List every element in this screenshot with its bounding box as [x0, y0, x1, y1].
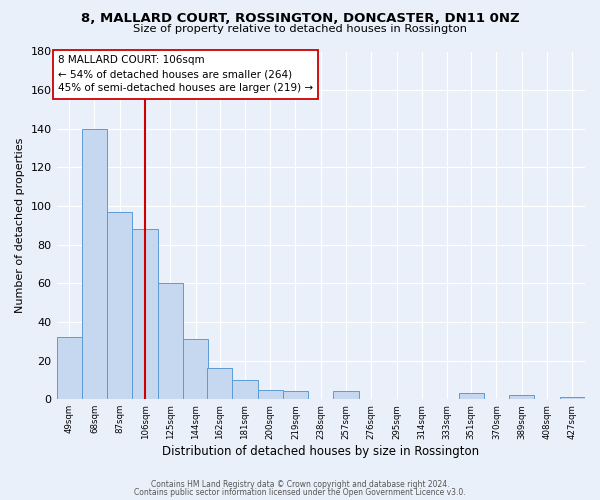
Text: 8, MALLARD COURT, ROSSINGTON, DONCASTER, DN11 0NZ: 8, MALLARD COURT, ROSSINGTON, DONCASTER,…: [80, 12, 520, 26]
Text: 8 MALLARD COURT: 106sqm
← 54% of detached houses are smaller (264)
45% of semi-d: 8 MALLARD COURT: 106sqm ← 54% of detache…: [58, 56, 313, 94]
Text: Contains public sector information licensed under the Open Government Licence v3: Contains public sector information licen…: [134, 488, 466, 497]
Text: Contains HM Land Registry data © Crown copyright and database right 2024.: Contains HM Land Registry data © Crown c…: [151, 480, 449, 489]
Bar: [257, 390, 283, 399]
Bar: [82, 129, 107, 399]
Bar: [158, 284, 183, 399]
Bar: [133, 229, 158, 399]
Bar: [232, 380, 257, 399]
X-axis label: Distribution of detached houses by size in Rossington: Distribution of detached houses by size …: [162, 444, 479, 458]
Bar: [509, 396, 535, 399]
Bar: [283, 392, 308, 399]
Text: Size of property relative to detached houses in Rossington: Size of property relative to detached ho…: [133, 24, 467, 34]
Bar: [183, 340, 208, 399]
Bar: [458, 394, 484, 399]
Y-axis label: Number of detached properties: Number of detached properties: [15, 138, 25, 313]
Bar: [107, 212, 133, 399]
Bar: [207, 368, 232, 399]
Bar: [334, 392, 359, 399]
Bar: [560, 398, 585, 399]
Bar: [56, 338, 82, 399]
